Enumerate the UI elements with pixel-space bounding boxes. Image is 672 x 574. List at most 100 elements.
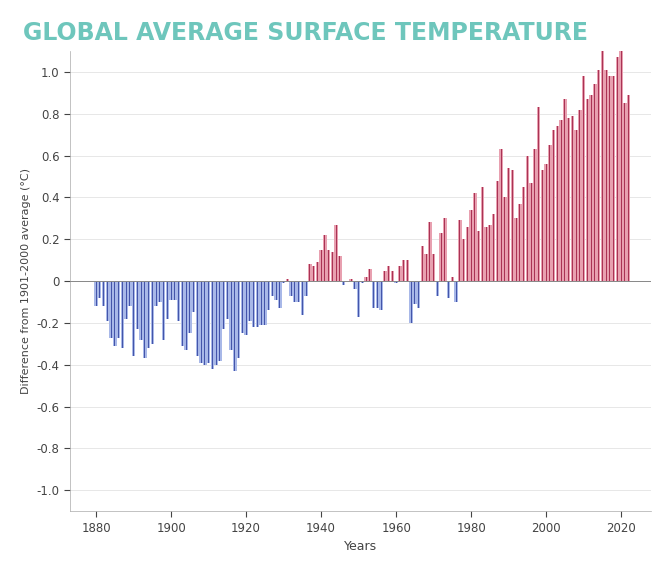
Bar [470, 210, 473, 281]
Bar [361, 281, 364, 283]
Bar [102, 281, 106, 306]
Bar [372, 281, 375, 308]
Bar [193, 281, 194, 312]
Bar [117, 281, 120, 338]
Bar [503, 197, 507, 281]
Bar [605, 70, 608, 281]
Bar [332, 252, 333, 281]
Bar [207, 281, 210, 363]
Bar [338, 256, 341, 281]
Bar [586, 99, 589, 281]
Bar [380, 281, 382, 311]
Bar [98, 281, 101, 298]
Bar [377, 281, 378, 308]
Bar [463, 239, 464, 281]
Bar [298, 281, 299, 302]
Bar [188, 281, 192, 333]
Bar [437, 281, 438, 296]
Bar [534, 149, 536, 281]
Bar [294, 281, 295, 302]
Bar [113, 281, 116, 346]
Bar [597, 70, 600, 281]
Bar [368, 269, 372, 281]
Bar [571, 116, 574, 281]
Bar [486, 227, 487, 281]
Bar [422, 246, 423, 281]
Bar [489, 224, 491, 281]
Bar [448, 281, 449, 298]
Bar [552, 130, 555, 281]
Bar [364, 277, 368, 281]
Bar [184, 281, 187, 350]
Bar [542, 170, 543, 281]
Bar [248, 281, 251, 321]
Bar [192, 281, 196, 312]
Bar [174, 281, 175, 300]
Bar [106, 281, 109, 321]
Bar [219, 281, 220, 360]
Bar [173, 281, 177, 300]
Bar [253, 281, 254, 327]
Bar [274, 281, 278, 300]
Bar [122, 281, 123, 348]
Bar [159, 281, 161, 302]
Bar [242, 281, 243, 333]
Bar [137, 281, 138, 329]
Bar [290, 281, 293, 296]
Bar [421, 246, 424, 281]
Bar [241, 281, 244, 333]
Bar [482, 187, 483, 281]
Bar [178, 281, 179, 321]
Bar [492, 214, 495, 281]
Bar [95, 281, 97, 306]
Bar [441, 233, 442, 281]
Bar [454, 281, 458, 302]
Bar [282, 281, 286, 283]
Bar [111, 281, 112, 338]
Bar [245, 281, 248, 335]
Bar [165, 281, 169, 319]
Bar [158, 281, 161, 302]
Bar [409, 281, 413, 323]
Bar [612, 76, 616, 281]
Bar [286, 279, 289, 281]
Bar [133, 281, 134, 356]
Bar [522, 187, 526, 281]
Bar [129, 281, 130, 306]
Bar [616, 57, 619, 281]
Bar [444, 218, 447, 281]
Bar [435, 281, 439, 296]
Bar [319, 250, 323, 281]
Bar [623, 103, 626, 281]
Bar [144, 281, 145, 359]
Bar [118, 281, 119, 338]
Bar [354, 281, 355, 289]
X-axis label: Years: Years [344, 540, 377, 553]
Bar [229, 281, 233, 350]
Bar [523, 187, 524, 281]
Bar [579, 110, 581, 281]
Bar [214, 281, 218, 364]
Bar [99, 281, 100, 298]
Bar [327, 250, 331, 281]
Bar [560, 120, 563, 281]
Bar [317, 262, 318, 281]
Bar [567, 118, 571, 281]
Bar [227, 281, 228, 319]
Bar [601, 46, 604, 281]
Bar [136, 281, 139, 329]
Bar [608, 76, 612, 281]
Bar [342, 281, 345, 285]
Bar [128, 281, 132, 306]
Bar [182, 281, 183, 346]
Bar [287, 279, 288, 281]
Bar [466, 227, 469, 281]
Bar [602, 46, 603, 281]
Bar [548, 145, 552, 281]
Bar [304, 281, 308, 296]
Bar [140, 281, 142, 340]
Bar [139, 281, 142, 340]
Bar [204, 281, 206, 364]
Bar [201, 281, 202, 363]
Bar [394, 281, 398, 283]
